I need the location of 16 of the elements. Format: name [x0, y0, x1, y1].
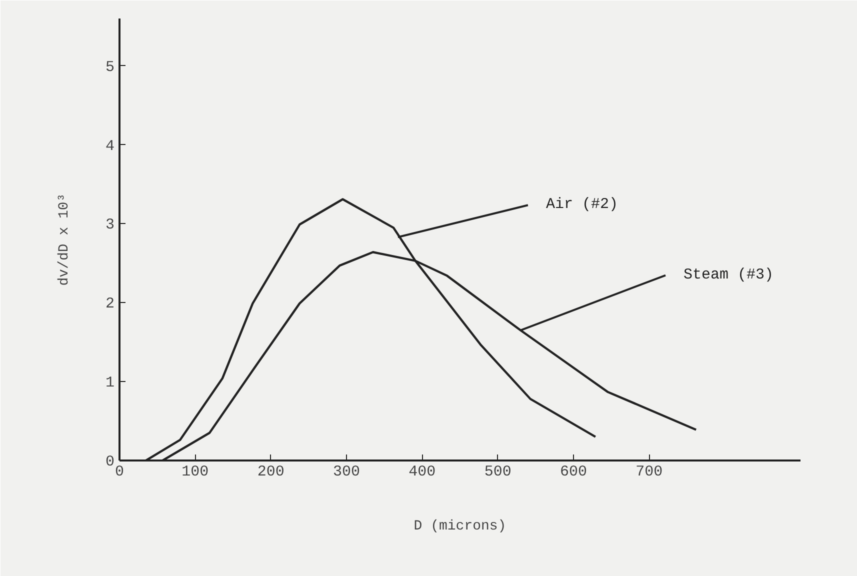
y-tick-label: 2	[106, 296, 115, 313]
y-tick-label: 3	[106, 216, 115, 234]
x-tick-label: 600	[560, 464, 588, 480]
x-axis-title: D (microns)	[414, 518, 506, 534]
x-tick-label: 200	[257, 464, 284, 480]
y-tick-label: 5	[106, 58, 115, 76]
x-tick-label: 300	[333, 464, 360, 480]
x-tick-label: 500	[484, 464, 512, 480]
y-tick-label: 1	[106, 374, 115, 392]
x-tick-label: 400	[408, 464, 436, 480]
annotation: Steam (#3)	[684, 266, 774, 284]
y-tick-label: 4	[106, 138, 115, 155]
x-tick-label: 700	[636, 464, 663, 480]
y-axis-title: dv/dD x 10³	[56, 193, 72, 286]
annotation: Air (#2)	[546, 196, 618, 214]
x-tick-label: 100	[182, 464, 209, 480]
